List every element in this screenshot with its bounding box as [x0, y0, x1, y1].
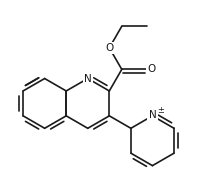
Text: O: O: [105, 43, 113, 53]
Text: N: N: [84, 73, 92, 83]
Text: ±: ±: [157, 106, 164, 115]
Text: O: O: [147, 64, 156, 74]
Text: N: N: [149, 110, 156, 120]
